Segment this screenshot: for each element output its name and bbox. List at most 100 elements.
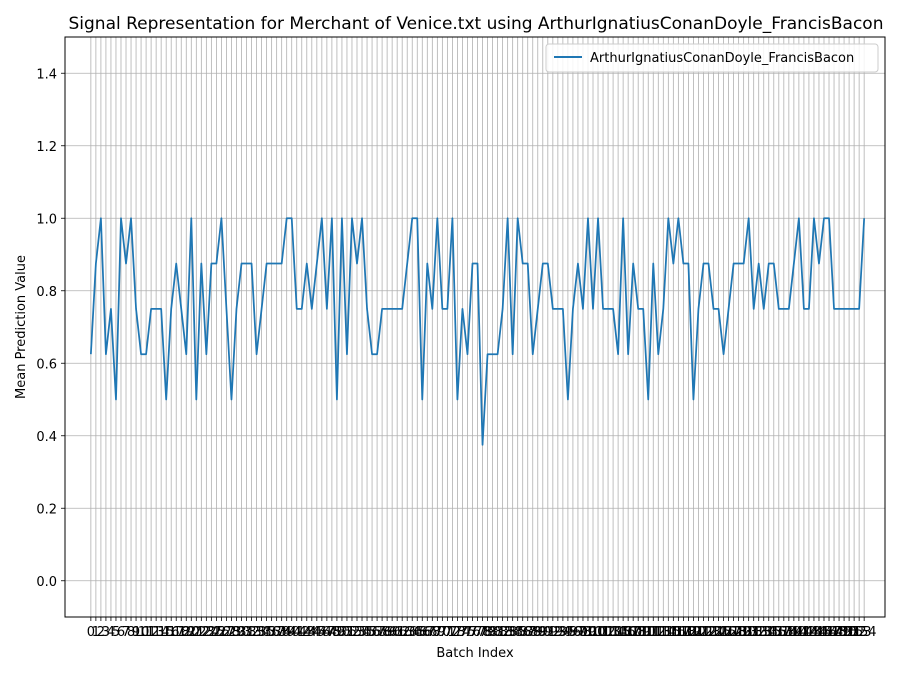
x-tick-label: 72 bbox=[444, 625, 461, 640]
x-tick-label: 60 bbox=[384, 625, 401, 640]
x-tick-label: 41 bbox=[288, 625, 305, 640]
x-tick-label: 11 bbox=[138, 625, 155, 640]
y-axis-label: Mean Prediction Value bbox=[14, 255, 29, 399]
x-tick-label: 152 bbox=[842, 625, 867, 640]
x-tick-label: 127 bbox=[716, 625, 741, 640]
x-tick-label: 73 bbox=[449, 625, 466, 640]
x-tick-label: 35 bbox=[258, 625, 275, 640]
x-tick-label: 23 bbox=[198, 625, 215, 640]
x-tick-label: 6 bbox=[117, 625, 125, 640]
x-tick-label: 85 bbox=[509, 625, 526, 640]
x-tick-label: 100 bbox=[581, 625, 606, 640]
x-tick-label: 126 bbox=[711, 625, 736, 640]
x-tick-label: 89 bbox=[529, 625, 546, 640]
x-tick-label: 118 bbox=[671, 625, 696, 640]
x-tick-label: 135 bbox=[756, 625, 781, 640]
x-tick-label: 19 bbox=[178, 625, 195, 640]
x-tick-label: 68 bbox=[424, 625, 441, 640]
x-tick-label: 133 bbox=[746, 625, 771, 640]
y-tick-label: 0.0 bbox=[36, 575, 57, 590]
x-tick-label: 101 bbox=[586, 625, 611, 640]
x-tick-label: 75 bbox=[459, 625, 476, 640]
chart-title: Signal Representation for Merchant of Ve… bbox=[69, 14, 884, 34]
x-tick-label: 116 bbox=[661, 625, 686, 640]
y-tick-label: 1.0 bbox=[36, 212, 57, 227]
x-tick-label: 99 bbox=[580, 625, 597, 640]
y-tick-label: 1.4 bbox=[36, 67, 57, 82]
y-tick-label: 0.2 bbox=[36, 502, 57, 517]
x-tick-label: 49 bbox=[329, 625, 346, 640]
x-tick-label: 5 bbox=[112, 625, 120, 640]
x-tick-label: 154 bbox=[852, 625, 877, 640]
x-tick-label: 32 bbox=[243, 625, 260, 640]
x-tick-label: 8 bbox=[127, 625, 135, 640]
x-tick-label: 112 bbox=[641, 625, 666, 640]
x-tick-label: 120 bbox=[681, 625, 706, 640]
x-tick-label: 88 bbox=[524, 625, 541, 640]
x-tick-label: 98 bbox=[575, 625, 592, 640]
x-tick-label: 64 bbox=[404, 625, 421, 640]
x-tick-label: 3 bbox=[102, 625, 110, 640]
x-tick-label: 77 bbox=[469, 625, 486, 640]
x-tick-label: 148 bbox=[822, 625, 847, 640]
x-tick-label: 80 bbox=[484, 625, 501, 640]
x-tick-label: 58 bbox=[374, 625, 391, 640]
x-tick-label: 69 bbox=[429, 625, 446, 640]
x-tick-label: 43 bbox=[299, 625, 316, 640]
y-tick-label: 0.8 bbox=[36, 285, 57, 300]
y-axis-ticks: 0.0 0.2 0.4 0.6 0.8 1.0 1.2 1.4 bbox=[36, 67, 65, 590]
x-tick-label: 45 bbox=[309, 625, 326, 640]
x-tick-label: 63 bbox=[399, 625, 416, 640]
x-tick-label: 46 bbox=[314, 625, 331, 640]
x-tick-label: 44 bbox=[304, 625, 321, 640]
x-tick-label: 27 bbox=[218, 625, 235, 640]
x-tick-label: 53 bbox=[349, 625, 366, 640]
x-tick-label: 102 bbox=[591, 625, 616, 640]
x-tick-label: 131 bbox=[736, 625, 761, 640]
x-tick-label: 109 bbox=[626, 625, 651, 640]
x-tick-label: 25 bbox=[208, 625, 225, 640]
x-tick-label: 38 bbox=[273, 625, 290, 640]
x-tick-label: 67 bbox=[419, 625, 436, 640]
x-tick-label: 48 bbox=[324, 625, 341, 640]
x-tick-label: 74 bbox=[454, 625, 471, 640]
x-tick-label: 51 bbox=[339, 625, 356, 640]
x-tick-label: 115 bbox=[656, 625, 681, 640]
x-tick-label: 26 bbox=[213, 625, 230, 640]
x-tick-label: 110 bbox=[631, 625, 656, 640]
x-tick-label: 124 bbox=[701, 625, 726, 640]
x-tick-label: 70 bbox=[434, 625, 451, 640]
x-tick-label: 111 bbox=[636, 625, 661, 640]
x-tick-label: 90 bbox=[535, 625, 552, 640]
x-tick-label: 134 bbox=[751, 625, 776, 640]
x-tick-label: 62 bbox=[394, 625, 411, 640]
x-tick-label: 42 bbox=[293, 625, 310, 640]
x-tick-label: 105 bbox=[606, 625, 631, 640]
x-tick-label: 37 bbox=[268, 625, 285, 640]
x-tick-label: 103 bbox=[596, 625, 621, 640]
x-tick-label: 91 bbox=[540, 625, 557, 640]
x-tick-label: 145 bbox=[807, 625, 832, 640]
x-tick-label: 128 bbox=[721, 625, 746, 640]
series-line bbox=[89, 217, 866, 446]
x-tick-label: 119 bbox=[676, 625, 701, 640]
x-tick-label: 34 bbox=[253, 625, 270, 640]
legend-entry: ArthurIgnatiusConanDoyle_FrancisBacon bbox=[590, 51, 854, 66]
x-tick-label: 54 bbox=[354, 625, 371, 640]
y-tick-label: 0.4 bbox=[36, 430, 57, 445]
x-tick-label: 123 bbox=[696, 625, 721, 640]
x-tick-label: 104 bbox=[601, 625, 626, 640]
x-tick-label: 95 bbox=[560, 625, 577, 640]
x-tick-label: 9 bbox=[132, 625, 140, 640]
x-tick-label: 47 bbox=[319, 625, 336, 640]
x-tick-label: 17 bbox=[168, 625, 185, 640]
x-tick-label: 125 bbox=[706, 625, 731, 640]
x-tick-label: 130 bbox=[731, 625, 756, 640]
x-tick-label: 2 bbox=[97, 625, 105, 640]
x-gridlines bbox=[90, 37, 865, 617]
x-tick-label: 10 bbox=[133, 625, 150, 640]
x-tick-label: 55 bbox=[359, 625, 376, 640]
x-tick-label: 107 bbox=[616, 625, 641, 640]
x-tick-label: 39 bbox=[278, 625, 295, 640]
x-tick-label: 7 bbox=[122, 625, 130, 640]
